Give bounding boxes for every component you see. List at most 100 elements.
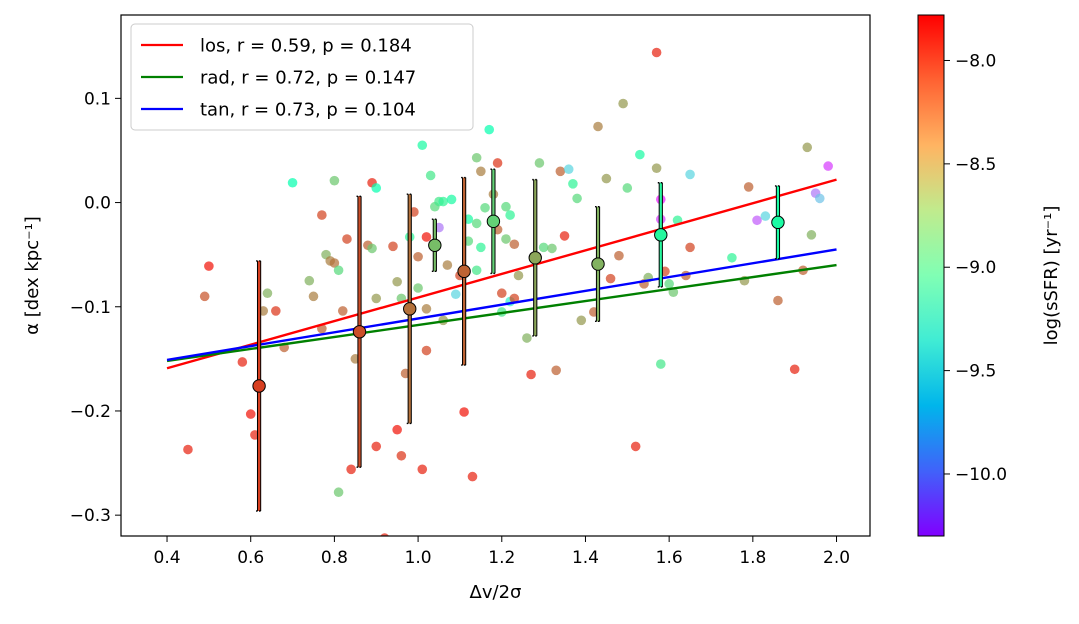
fit-line-los bbox=[166, 178, 837, 370]
scatter-point-84 bbox=[547, 243, 557, 254]
x-tick-label-1: 0.6 bbox=[237, 548, 264, 568]
legend-label-tan: tan, r = 0.73, p = 0.104 bbox=[200, 100, 416, 121]
scatter-point-40 bbox=[413, 251, 423, 262]
scatter-point-104 bbox=[651, 163, 662, 173]
fit-lines bbox=[166, 178, 837, 370]
scatter-point-123 bbox=[802, 142, 813, 153]
scatter-point-65 bbox=[476, 242, 486, 253]
scatter-point-77 bbox=[509, 239, 520, 250]
scatter-point-97 bbox=[618, 98, 628, 109]
scatter-point-71 bbox=[496, 288, 507, 299]
scatter-point-29 bbox=[371, 293, 382, 304]
colorbar-tick-label-1: −8.5 bbox=[955, 155, 996, 175]
binned-point-3 bbox=[428, 238, 442, 252]
scatter-point-28 bbox=[371, 183, 382, 193]
scatter-point-64 bbox=[476, 166, 486, 177]
scatter-point-96 bbox=[614, 250, 624, 261]
scatter-point-33 bbox=[392, 276, 402, 287]
scatter-point-74 bbox=[501, 234, 511, 244]
scatter-point-83 bbox=[538, 242, 549, 253]
scatter-point-95 bbox=[605, 273, 616, 284]
scatter-point-94 bbox=[601, 173, 612, 184]
y-tick-label-1: −0.2 bbox=[70, 402, 111, 422]
scatter-point-118 bbox=[752, 215, 762, 226]
colorbar-gradient bbox=[917, 14, 945, 537]
scatter-point-100 bbox=[635, 149, 645, 160]
x-tick-label-2: 0.8 bbox=[321, 548, 348, 568]
scatter-point-119 bbox=[760, 211, 771, 221]
scatter-point-103 bbox=[651, 47, 662, 58]
x-tick-label-7: 1.8 bbox=[739, 548, 766, 568]
scatter-point-12 bbox=[308, 291, 319, 302]
scatter-point-4 bbox=[245, 409, 256, 419]
x-tick-label-5: 1.4 bbox=[572, 548, 599, 568]
scatter-point-113 bbox=[685, 169, 695, 180]
scatter-point-41 bbox=[413, 283, 423, 293]
scatter-point-107 bbox=[655, 359, 666, 369]
scatter-point-73 bbox=[501, 201, 511, 212]
fit-line-tan bbox=[166, 248, 837, 362]
scatter-point-69 bbox=[492, 158, 503, 168]
scatter-point-98 bbox=[622, 183, 633, 193]
scatter-point-57 bbox=[459, 407, 469, 417]
scatter-point-75 bbox=[505, 210, 515, 220]
scatter-point-23 bbox=[346, 464, 356, 475]
colorbar-tick-label-2: −9.0 bbox=[955, 258, 996, 278]
scatter-point-120 bbox=[773, 295, 783, 306]
scatter-point-121 bbox=[789, 364, 800, 375]
binned-point-8 bbox=[654, 228, 668, 242]
scatter-point-93 bbox=[593, 121, 603, 132]
plot-area bbox=[166, 47, 837, 536]
x-axis-ticks: 0.4 0.6 0.8 1.0 1.2 1.4 1.6 1.8 2.0 bbox=[154, 536, 850, 568]
binned-point-2 bbox=[403, 302, 417, 316]
scatter-layer bbox=[183, 47, 833, 536]
scatter-point-13 bbox=[317, 210, 327, 220]
scatter-point-67 bbox=[484, 124, 495, 135]
scatter-point-99 bbox=[630, 441, 641, 452]
scatter-point-87 bbox=[559, 231, 570, 241]
x-tick-label-8: 2.0 bbox=[823, 548, 850, 568]
scatter-point-18 bbox=[329, 258, 340, 268]
scatter-point-7 bbox=[262, 288, 273, 299]
colorbar: −8.0 −8.5 −9.0 −9.5 −10.0 log(sSFR) [yr⁻¹] bbox=[917, 14, 1062, 537]
scatter-point-63 bbox=[471, 265, 482, 276]
y-tick-label-0: −0.3 bbox=[70, 506, 111, 526]
scatter-point-61 bbox=[471, 152, 482, 163]
scatter-point-54 bbox=[446, 194, 457, 205]
scatter-point-42 bbox=[417, 140, 428, 151]
y-axis-label: α [dex kpc⁻¹] bbox=[22, 216, 43, 335]
scatter-point-44 bbox=[421, 232, 432, 242]
binned-point-4 bbox=[457, 264, 471, 279]
binned-point-9 bbox=[771, 215, 785, 230]
scatter-point-81 bbox=[526, 369, 536, 380]
scatter-point-60 bbox=[467, 471, 478, 482]
scatter-point-22 bbox=[342, 234, 352, 244]
x-axis-label: Δv/2σ bbox=[470, 582, 522, 603]
legend-label-rad: rad, r = 0.72, p = 0.147 bbox=[200, 68, 416, 89]
scatter-point-88 bbox=[563, 164, 574, 175]
scatter-point-114 bbox=[685, 242, 695, 253]
scatter-point-79 bbox=[513, 270, 524, 281]
colorbar-tick-label-3: −9.5 bbox=[955, 362, 996, 382]
scatter-point-115 bbox=[727, 252, 737, 263]
x-tick-label-6: 1.6 bbox=[656, 548, 683, 568]
scatter-point-55 bbox=[450, 289, 461, 300]
scatter-point-46 bbox=[421, 345, 432, 356]
scatter-point-62 bbox=[471, 218, 482, 229]
scatter-point-32 bbox=[388, 241, 398, 252]
scatter-point-21 bbox=[337, 306, 348, 316]
scatter-point-43 bbox=[417, 464, 428, 475]
scatter-point-45 bbox=[421, 304, 432, 314]
colorbar-tick-label-4: −10.0 bbox=[955, 465, 1007, 485]
scatter-point-90 bbox=[572, 193, 582, 204]
scatter-point-117 bbox=[743, 182, 754, 192]
scatter-point-17 bbox=[329, 175, 340, 186]
binned-points bbox=[252, 168, 785, 512]
legend: los, r = 0.59, p = 0.184 rad, r = 0.72, … bbox=[130, 23, 474, 131]
scatter-point-11 bbox=[304, 275, 315, 286]
legend-box bbox=[130, 23, 474, 131]
scatter-point-3 bbox=[237, 357, 248, 367]
scatter-point-86 bbox=[555, 166, 566, 177]
scatter-point-53 bbox=[442, 260, 453, 270]
